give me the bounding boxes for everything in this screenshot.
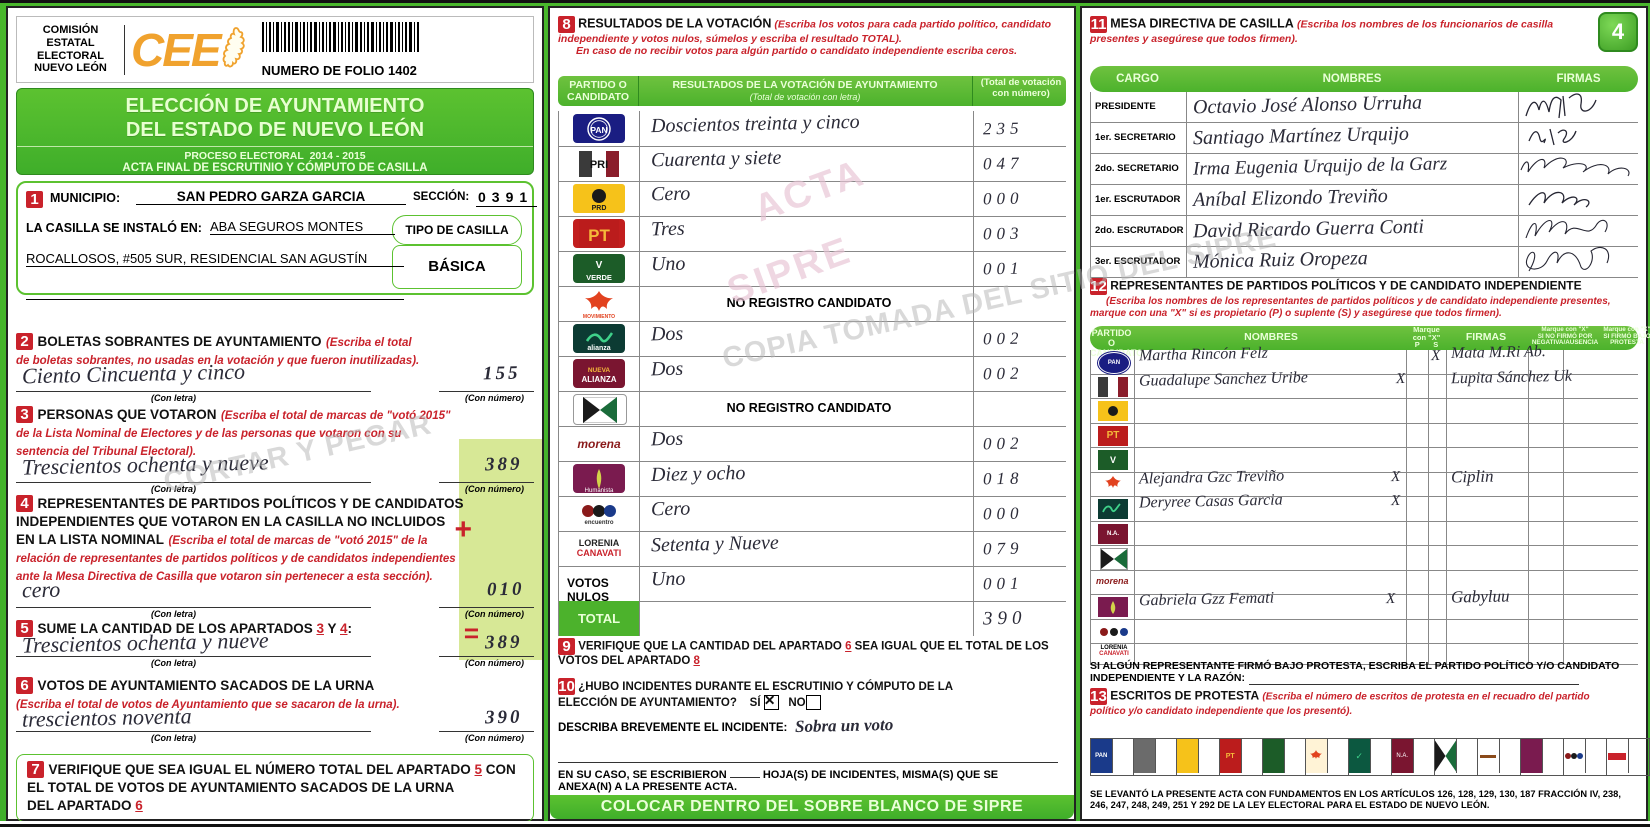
svg-text:MOVIMIENTO: MOVIMIENTO xyxy=(583,314,615,319)
svg-text:encuentro: encuentro xyxy=(584,520,613,526)
svg-text:PRI: PRI xyxy=(590,159,608,171)
svg-text:PRD: PRD xyxy=(592,205,607,212)
svg-text:PT: PT xyxy=(588,226,610,245)
svg-text:PAN: PAN xyxy=(590,125,607,135)
svg-text:V: V xyxy=(596,260,603,271)
svg-text:alianza: alianza xyxy=(587,345,610,352)
svg-text:VERDE: VERDE xyxy=(586,273,612,282)
svg-text:Humanista: Humanista xyxy=(585,488,614,493)
svg-text:ALIANZA: ALIANZA xyxy=(581,375,616,384)
svg-text:NUEVA: NUEVA xyxy=(588,367,611,374)
